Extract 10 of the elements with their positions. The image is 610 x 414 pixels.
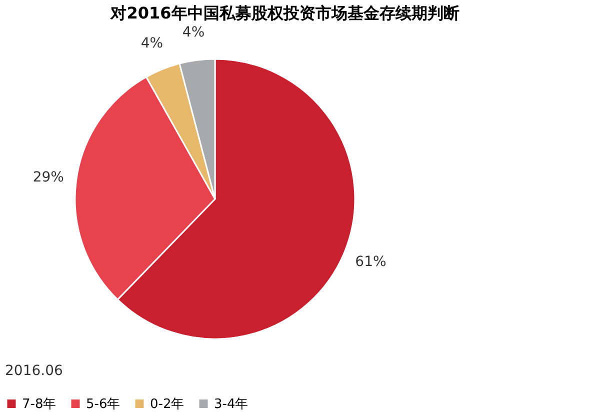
legend-label: 3-4年 <box>214 396 248 412</box>
legend-label: 0-2年 <box>150 396 184 412</box>
data-label: 29% <box>32 170 64 186</box>
chart-title: 对2016年中国私募股权投资市场基金存续期判断 <box>110 3 460 22</box>
data-label: 4% <box>182 24 205 40</box>
data-label: 4% <box>140 35 164 52</box>
data-label: 61% <box>355 254 386 270</box>
legend-label: 7-8年 <box>22 396 56 412</box>
legend-label: 5-6年 <box>86 396 120 412</box>
text: 2016.06 <box>5 363 63 379</box>
